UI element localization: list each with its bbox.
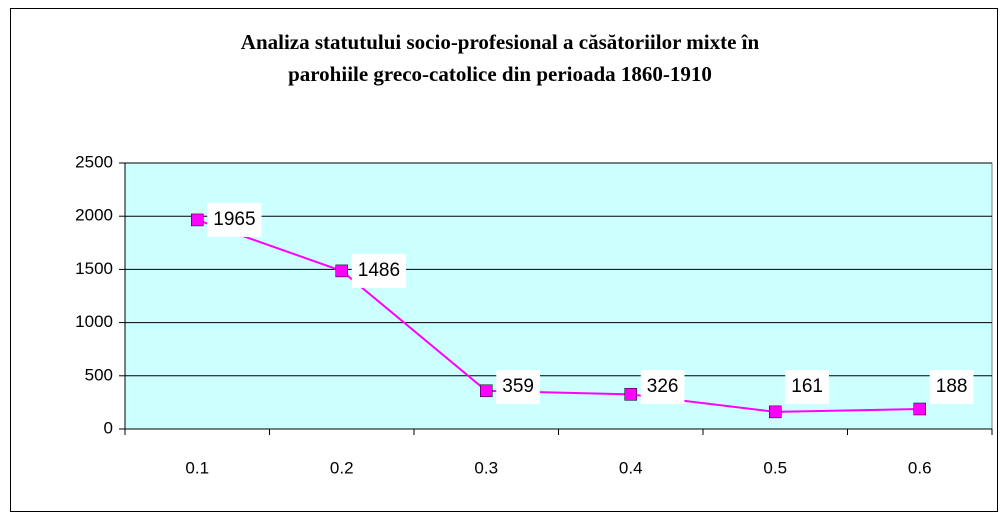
data-label-bg — [496, 370, 540, 404]
data-label: 326 — [647, 376, 679, 397]
x-tick-label: 0.6 — [908, 458, 932, 477]
chart-title: Analiza statutului socio-profesional a c… — [241, 30, 760, 54]
y-tick-label: 1000 — [75, 312, 113, 331]
x-tick-label: 0.5 — [763, 458, 787, 477]
data-label: 359 — [502, 376, 534, 397]
chart-title: parohiile greco-catolice din perioada 18… — [288, 62, 712, 86]
y-tick-label: 2000 — [75, 206, 113, 225]
y-tick-label: 500 — [85, 365, 113, 384]
y-tick-label: 1500 — [75, 259, 113, 278]
data-label-bg — [929, 370, 974, 404]
marker — [624, 388, 637, 401]
data-label-bg — [351, 253, 407, 288]
data-label-bg — [640, 370, 685, 404]
data-label: 1965 — [213, 209, 255, 230]
data-label: 1486 — [358, 260, 400, 281]
y-tick-label: 2500 — [75, 152, 113, 171]
data-label: 188 — [936, 376, 968, 397]
x-tick-label: 0.4 — [619, 458, 643, 477]
x-tick-label: 0.2 — [330, 458, 354, 477]
x-tick-label: 0.1 — [185, 458, 209, 477]
data-label-bg — [207, 202, 262, 237]
data-label: 161 — [791, 376, 823, 397]
x-tick-label: 0.3 — [474, 458, 498, 477]
marker — [913, 402, 926, 416]
marker — [480, 384, 493, 398]
y-tick-label: 0 — [104, 418, 113, 437]
line — [196, 218, 920, 413]
marker — [335, 264, 348, 278]
data-label-bg — [785, 370, 829, 404]
marker — [769, 405, 782, 419]
marker — [191, 213, 204, 227]
plot-area — [124, 162, 993, 430]
